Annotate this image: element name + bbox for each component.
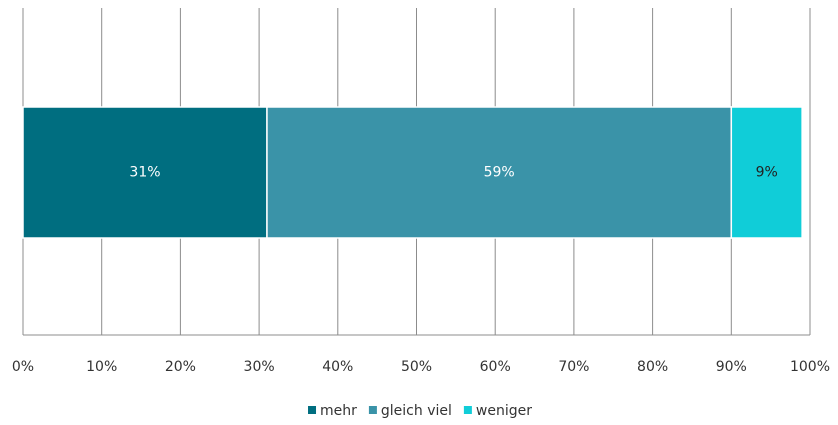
legend-swatch [308, 406, 317, 414]
legend-label: gleich viel [381, 403, 452, 419]
x-tick-label: 100% [790, 359, 830, 375]
x-tick-label: 20% [165, 359, 196, 375]
bar-segment [22, 106, 268, 239]
x-tick-label: 40% [322, 359, 353, 375]
legend-label: weniger [476, 403, 532, 419]
data-label: 9% [756, 165, 778, 181]
bar-segment [730, 106, 803, 239]
x-tick-label: 50% [401, 359, 432, 375]
x-tick-label: 80% [637, 359, 668, 375]
x-tick-label: 0% [12, 359, 34, 375]
x-tick-label: 70% [558, 359, 589, 375]
legend-swatch [368, 406, 377, 414]
legend-swatch [463, 406, 472, 414]
data-label: 59% [484, 165, 515, 181]
bar-segment [266, 106, 733, 239]
x-tick-label: 60% [480, 359, 511, 375]
x-tick-label: 30% [244, 359, 275, 375]
legend-label: mehr [320, 403, 357, 419]
x-tick-label: 90% [716, 359, 747, 375]
data-label: 31% [129, 165, 160, 181]
x-tick-label: 10% [86, 359, 117, 375]
